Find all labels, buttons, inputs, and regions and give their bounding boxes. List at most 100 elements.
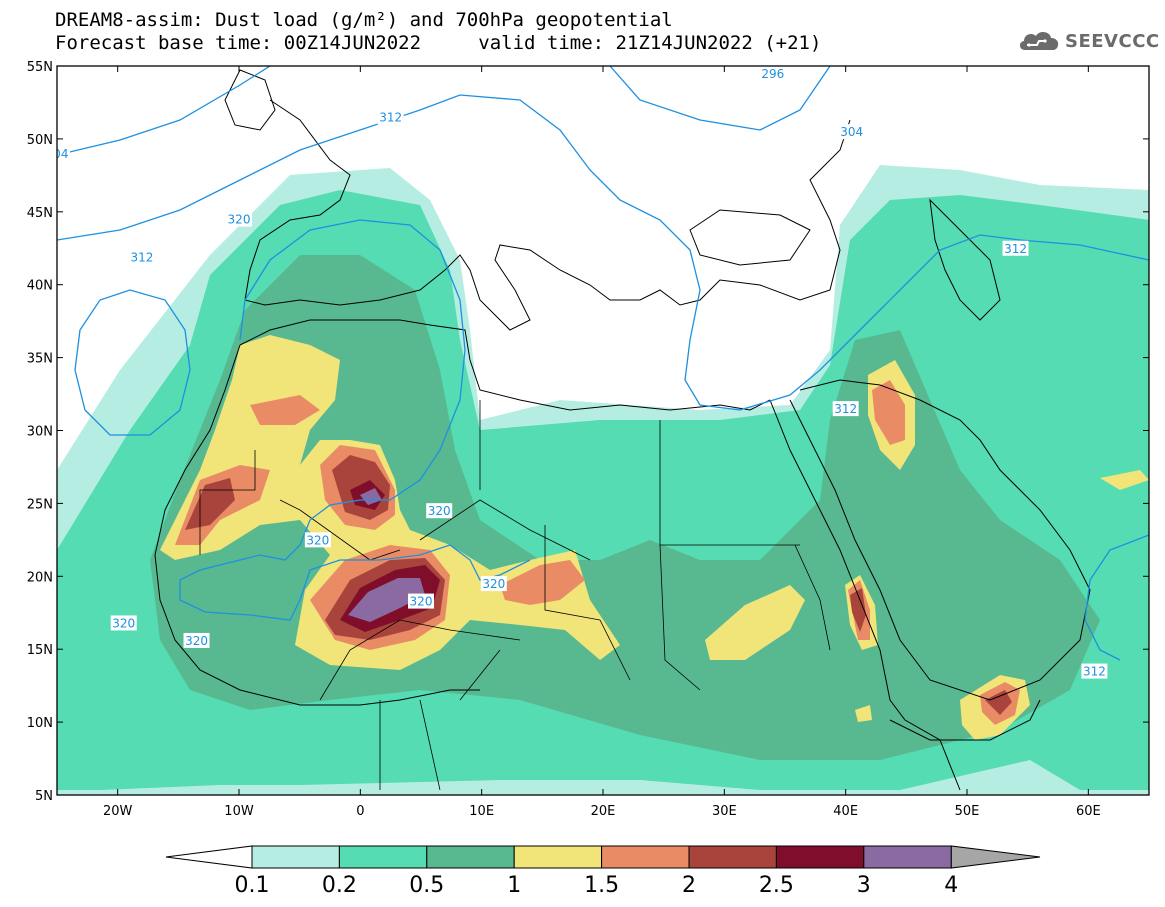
contour-label-bg (838, 124, 865, 140)
colorbar-label: 2 (682, 873, 696, 898)
lon-label: 40E (833, 804, 858, 819)
coast-uk (224, 69, 276, 131)
contour-296 (609, 66, 831, 131)
colorbar-segment (426, 845, 515, 869)
lat-labels: 55N 50N 45N 40N 35N 30N 25N 20N 15N 10N 5N (27, 60, 53, 804)
colorbar-label: 0.5 (409, 873, 444, 898)
dust-band-2 (185, 455, 1012, 715)
colorbar-segment (863, 845, 952, 869)
colorbar-label: 4 (944, 873, 958, 898)
lon-label: 0 (356, 804, 364, 819)
contour-label-bg (480, 576, 507, 592)
contour-label-bg (1081, 663, 1108, 679)
contour-label: 304 (840, 125, 863, 139)
lon-label: 10E (469, 804, 494, 819)
lat-label: 25N (27, 497, 53, 512)
lat-label: 5N (35, 789, 53, 804)
contour-label: 304 (46, 147, 69, 161)
contour-312-east (1084, 534, 1149, 661)
lat-label: 45N (27, 206, 53, 221)
lon-label: 20E (591, 804, 616, 819)
contour-labels: 296 304 304 312 312 312 312 312 320 320 320 320 320 3… (46, 66, 1108, 679)
lat-label: 10N (27, 716, 53, 731)
contour-label-bg (1002, 240, 1029, 256)
contour-312-main (57, 94, 1149, 411)
lon-label: 30E (712, 804, 737, 819)
dust-band-1-gulf (1100, 470, 1149, 490)
contour-label: 320 (428, 504, 451, 518)
colorbar-segment (688, 845, 777, 869)
contour-label-bg (377, 109, 404, 125)
lat-label: 30N (27, 425, 53, 440)
contour-label: 312 (130, 250, 153, 264)
colorbar-segment (338, 845, 428, 869)
dust-band-1-ethiopia (855, 705, 872, 722)
geopotential-contours (57, 66, 1149, 661)
lat-label: 55N (27, 60, 53, 75)
contour-label: 312 (1004, 242, 1027, 256)
colorbar-over-triangle (950, 845, 1041, 869)
lat-label: 40N (27, 279, 53, 294)
colorbar-segment (251, 845, 340, 869)
colorbar-under-triangle (165, 845, 253, 869)
contour-label-bg (226, 211, 252, 227)
contour-label: 320 (228, 213, 251, 227)
coast-caspian (929, 198, 1001, 321)
valid-time: valid time: 21Z14JUN2022 (+21) (478, 32, 822, 54)
contour-label-bg (832, 401, 859, 417)
colorbar-segment (775, 845, 865, 869)
colorbar-label: 0.2 (322, 873, 357, 898)
cloud-icon (1019, 32, 1059, 50)
contour-label-bg (408, 593, 434, 609)
contour-label-bg (759, 66, 786, 81)
border-lines (199, 400, 831, 791)
dust-band-3 (348, 488, 425, 622)
colorbar-label: 3 (857, 873, 871, 898)
colorbar-label: 2.5 (759, 873, 794, 898)
colorbar-label: 0.1 (235, 873, 270, 898)
contour-label: 320 (112, 616, 135, 630)
coast-red-sea (769, 399, 961, 791)
contour-312-loop (74, 289, 191, 436)
lat-label: 15N (27, 643, 53, 658)
forecast-times: Forecast base time: 00Z14JUN2022 valid t… (55, 33, 821, 53)
contour-label: 320 (185, 634, 208, 648)
contour-label-bg (110, 615, 137, 631)
contour-label-bg (183, 632, 210, 648)
contour-label: 312 (379, 111, 402, 125)
lon-labels: 20W 10W 0 10E 20E 30E 40E 50E 60E (103, 804, 1101, 819)
base-time: Forecast base time: 00Z14JUN2022 (55, 32, 422, 54)
contour-label: 296 (761, 67, 784, 81)
coast-europe (244, 99, 851, 331)
contour-label-bg (304, 532, 331, 548)
lon-label: 10W (224, 804, 254, 819)
seevccc-logo: SEEVCCC (1017, 27, 1160, 55)
contour-304-west (57, 66, 271, 156)
contour-label: 312 (1083, 665, 1106, 679)
lat-label: 35N (27, 352, 53, 367)
contour-label-bg (128, 249, 155, 265)
colorbar-label: 1 (507, 873, 521, 898)
colorbar-label: 1.5 (584, 873, 619, 898)
colorbar: 0.1 0.2 0.5 1 1.5 2 2.5 3 4 (165, 845, 1041, 898)
contour-label: 320 (410, 595, 433, 609)
colorbar-segment (513, 845, 603, 869)
lat-label: 20N (27, 570, 53, 585)
colorbar-segment (601, 845, 690, 869)
axis-ticks (57, 65, 1149, 796)
map-title: DREAM8-assim: Dust load (g/m²) and 700hP… (55, 9, 673, 31)
contour-label: 320 (482, 577, 505, 591)
contour-label-bg (426, 503, 453, 519)
logo-text: SEEVCCC (1065, 30, 1160, 52)
dust-band-1-5 (175, 380, 1020, 725)
coast-horn (889, 699, 1041, 741)
lon-label: 20W (103, 804, 133, 819)
coast-north-africa (239, 319, 771, 411)
lon-label: 50E (955, 804, 980, 819)
contour-label: 320 (306, 533, 329, 547)
contour-label: 312 (834, 402, 857, 416)
contour-label-bg (57, 145, 70, 161)
dust-band-1-sudan (705, 585, 805, 660)
contour-320 (179, 219, 531, 621)
